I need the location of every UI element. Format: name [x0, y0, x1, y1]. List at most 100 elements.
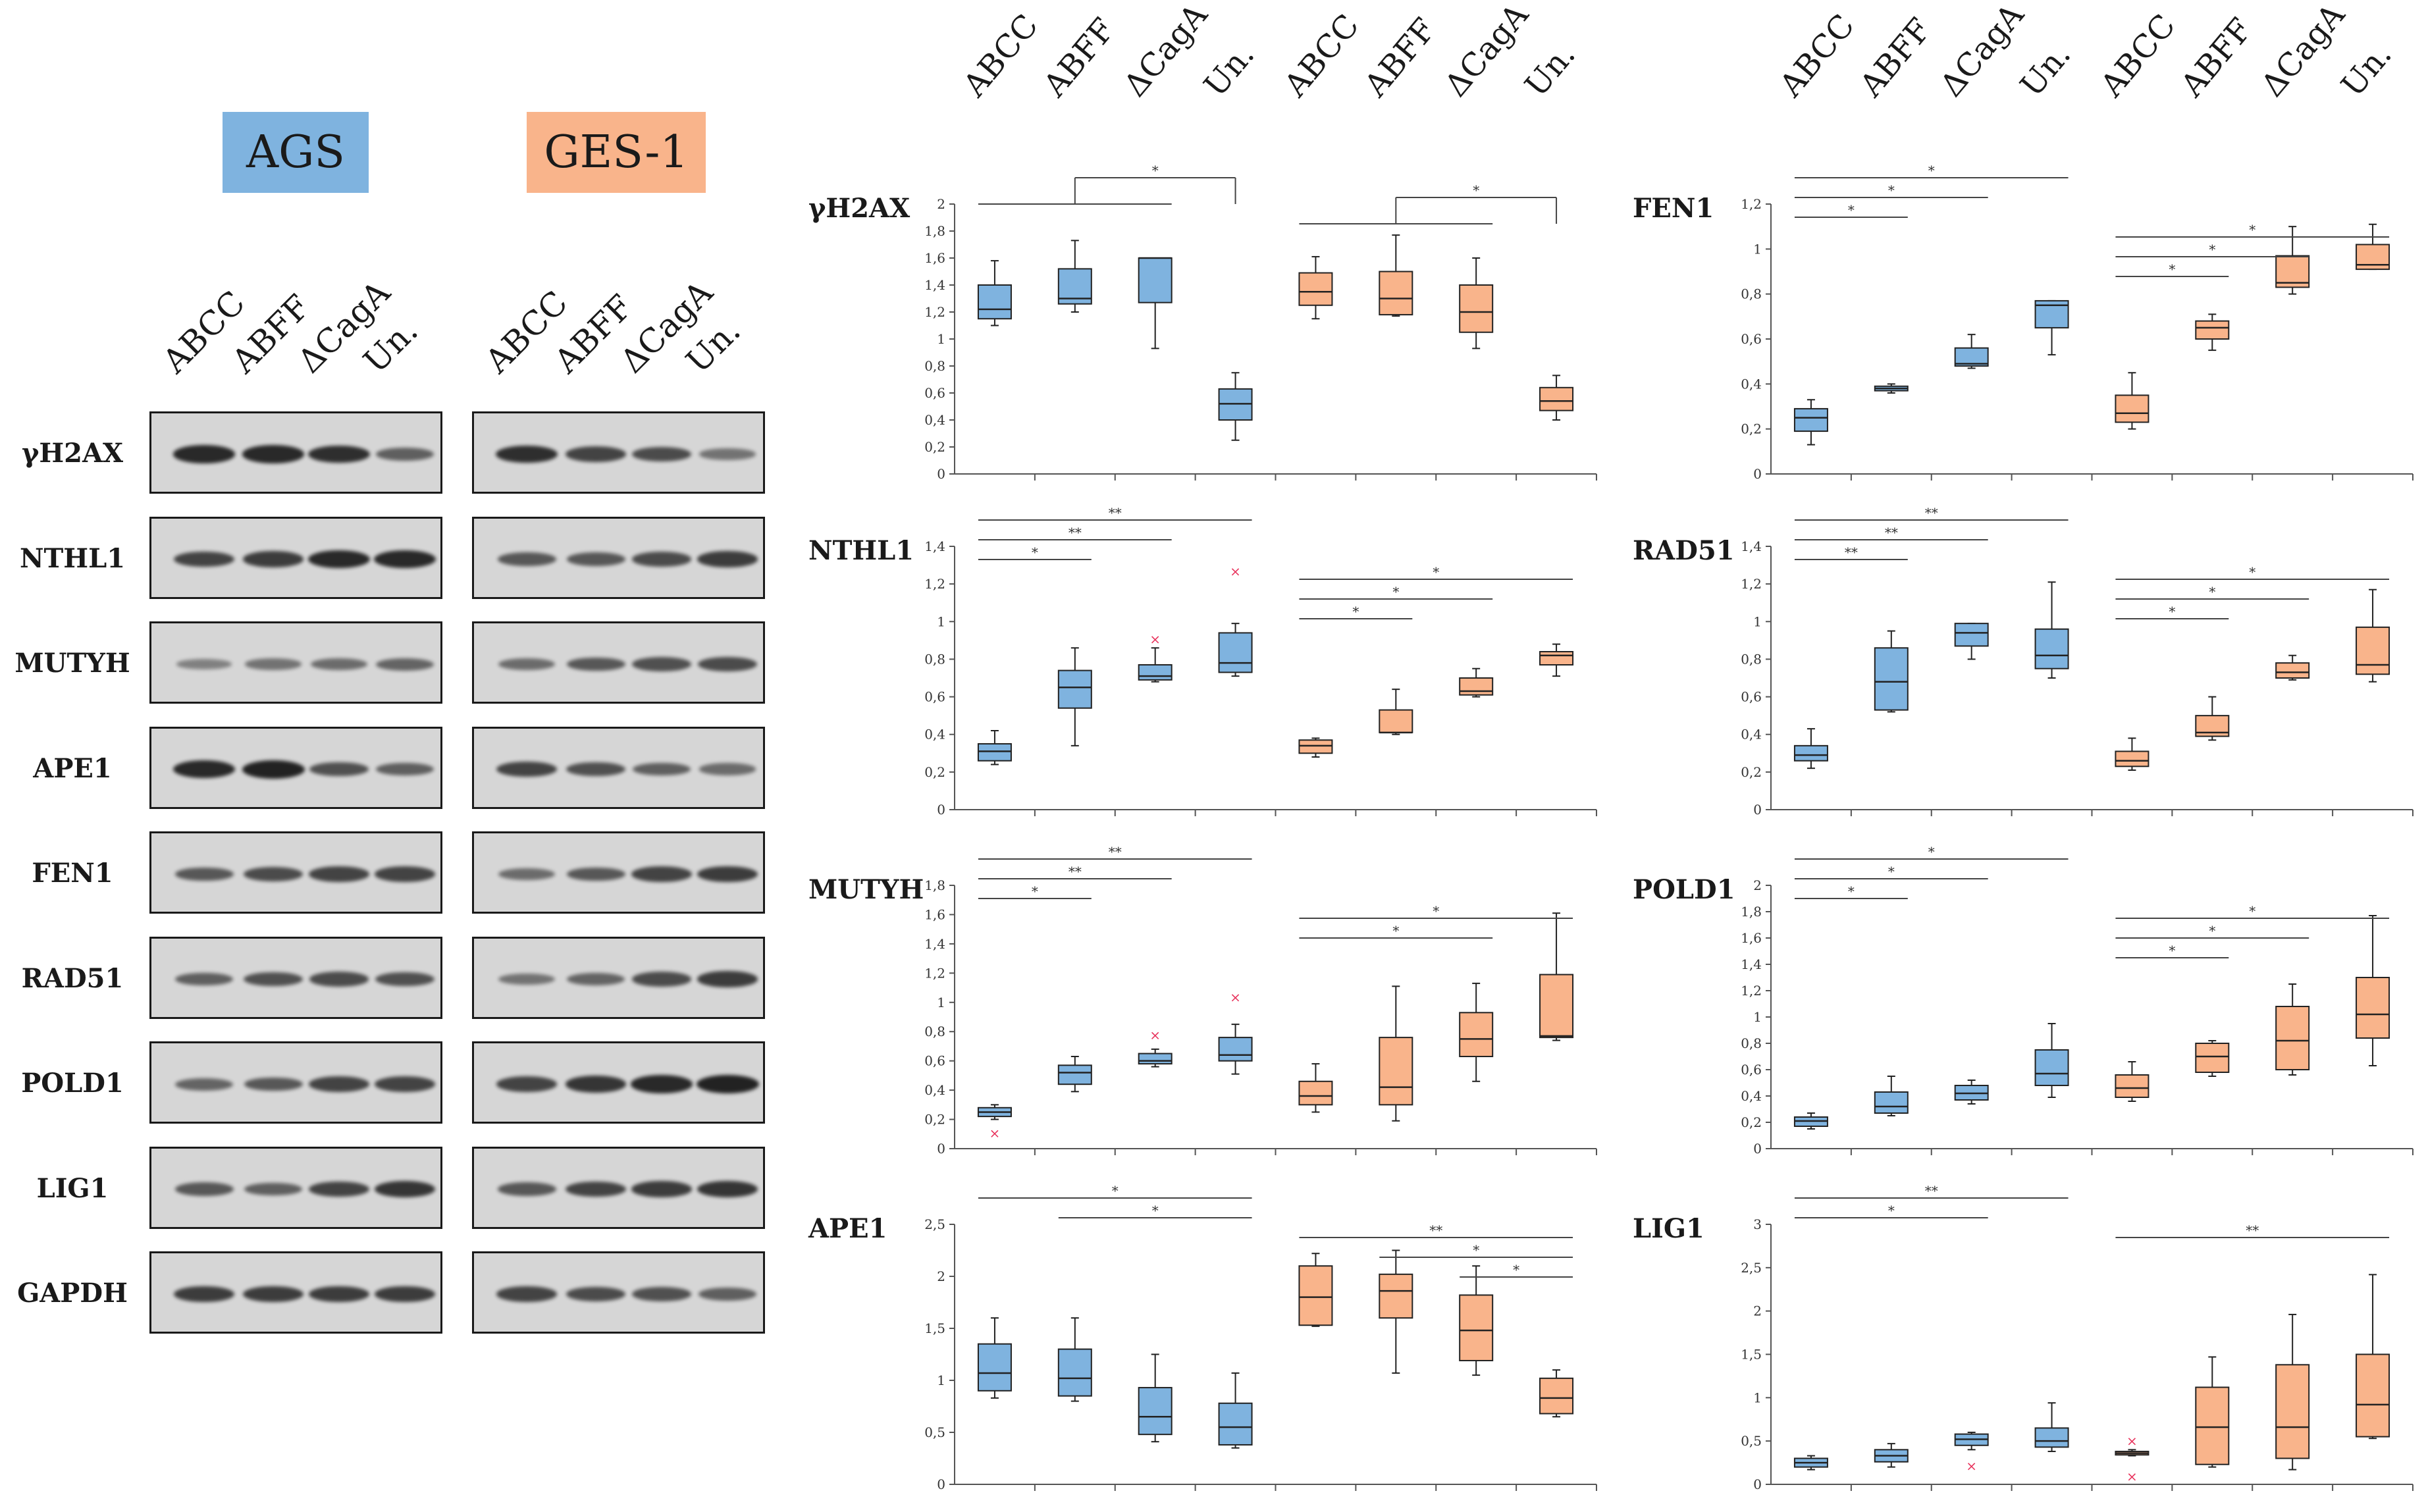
y-tick-label: 0,5 — [1741, 1433, 1762, 1449]
y-tick-label: 0 — [1753, 1141, 1762, 1157]
blot-band — [696, 1075, 759, 1093]
blot-band — [631, 446, 692, 462]
chart-group-label: ABCC — [1277, 7, 1366, 104]
y-tick-label: 0,4 — [924, 727, 945, 743]
significance-label: * — [2209, 242, 2215, 257]
blot-row-label: GAPDH — [17, 1278, 128, 1309]
y-tick-label: 1 — [1753, 1009, 1762, 1025]
significance-label: * — [1473, 182, 1479, 198]
significance-label: * — [2249, 903, 2255, 919]
box — [1057, 1064, 1092, 1085]
blot-band — [174, 1182, 234, 1196]
y-tick-label: 0,8 — [1741, 1035, 1762, 1051]
blot-band — [174, 972, 234, 986]
y-tick-label: 1,8 — [924, 877, 945, 893]
y-tick-label: 1 — [1753, 241, 1762, 257]
y-tick-label: 1 — [1753, 1390, 1762, 1405]
blot-band — [566, 867, 625, 881]
box — [1379, 709, 1413, 733]
y-tick-label: 1 — [937, 613, 945, 629]
chart-group-label: ΔCagA — [2254, 0, 2352, 104]
blot-band — [496, 1286, 557, 1302]
y-tick-label: 3 — [1753, 1216, 1762, 1232]
chart-group-label: Un. — [2013, 36, 2078, 103]
significance-label: * — [1112, 1183, 1119, 1199]
box — [1298, 1265, 1333, 1326]
significance-label: * — [1513, 1262, 1519, 1278]
blot-band — [567, 973, 625, 985]
box — [1057, 1348, 1092, 1397]
blot-panel — [149, 411, 442, 494]
y-tick-label: 0 — [1753, 466, 1762, 482]
blot-band — [631, 1181, 692, 1197]
chart-group-label: ABFF — [1036, 11, 1122, 104]
significance-label: * — [1848, 202, 1855, 218]
blot-row-label: γH2AX — [21, 438, 124, 469]
box — [1539, 974, 1574, 1039]
blot-band — [375, 762, 435, 776]
blot-band — [243, 1286, 303, 1303]
chart-title: MUTYH — [808, 874, 924, 905]
blot-band — [632, 1287, 691, 1301]
blot-band — [309, 1286, 369, 1303]
y-tick-label: 1,2 — [1741, 576, 1762, 592]
significance-label: * — [1392, 584, 1399, 600]
box — [1793, 407, 1828, 432]
blot-band — [245, 658, 302, 670]
blot-band — [243, 866, 303, 882]
outlier-marker: × — [1966, 1458, 1977, 1474]
box — [1874, 1091, 1909, 1114]
blot-band — [242, 445, 305, 463]
significance-label: * — [1433, 564, 1439, 580]
significance-label: ** — [1109, 505, 1122, 521]
significance-label: ** — [1429, 1222, 1442, 1238]
blot-band — [632, 762, 691, 776]
blot-band — [174, 867, 234, 881]
significance-label: ** — [2246, 1222, 2259, 1238]
box — [1298, 1080, 1333, 1106]
y-tick-label: 2 — [937, 196, 945, 212]
significance-label: * — [1473, 1242, 1479, 1258]
y-tick-label: 1,8 — [1741, 904, 1762, 920]
box — [2034, 1427, 2069, 1448]
chart-title: FEN1 — [1633, 193, 1714, 224]
significance-label: * — [2169, 604, 2175, 619]
box — [1218, 1402, 1253, 1446]
y-tick-label: 1 — [937, 995, 945, 1010]
chart-title: NTHL1 — [808, 535, 914, 566]
y-tick-label: 0,6 — [1741, 331, 1762, 347]
blot-band — [244, 1182, 303, 1196]
significance-label: * — [2249, 222, 2255, 238]
blot-band — [697, 1180, 758, 1198]
blot-band — [309, 1181, 369, 1197]
chart-group-label: ABFF — [2173, 11, 2259, 104]
blot-panel — [472, 936, 765, 1019]
box — [1218, 632, 1253, 673]
blot-band — [175, 1078, 233, 1091]
box — [977, 284, 1012, 320]
blot-band — [172, 760, 236, 779]
y-tick-label: 0,6 — [924, 385, 945, 401]
box — [1138, 257, 1173, 303]
chart-group-label: Un. — [2334, 36, 2399, 103]
blot-panel — [472, 516, 765, 599]
box — [2034, 628, 2069, 669]
box — [2275, 1006, 2310, 1070]
outlier-marker: × — [1230, 563, 1241, 579]
y-tick-label: 0,4 — [1741, 1088, 1762, 1104]
y-tick-label: 1 — [937, 331, 945, 347]
box — [1379, 1037, 1413, 1106]
box — [1138, 664, 1173, 681]
condition-label-ges1: GES-1 — [527, 112, 706, 193]
blot-band — [172, 445, 236, 463]
chart-group-label: ΔCagA — [1117, 0, 1215, 104]
outlier-marker: × — [2126, 1469, 2138, 1484]
blot-band — [699, 763, 756, 775]
significance-label: ** — [1885, 525, 1898, 540]
y-tick-label: 1,4 — [924, 538, 945, 554]
y-tick-label: 0,8 — [1741, 651, 1762, 667]
y-tick-label: 0,4 — [924, 412, 945, 428]
y-tick-label: 0,6 — [924, 1053, 945, 1069]
box — [1138, 1053, 1173, 1065]
box — [1057, 669, 1092, 709]
